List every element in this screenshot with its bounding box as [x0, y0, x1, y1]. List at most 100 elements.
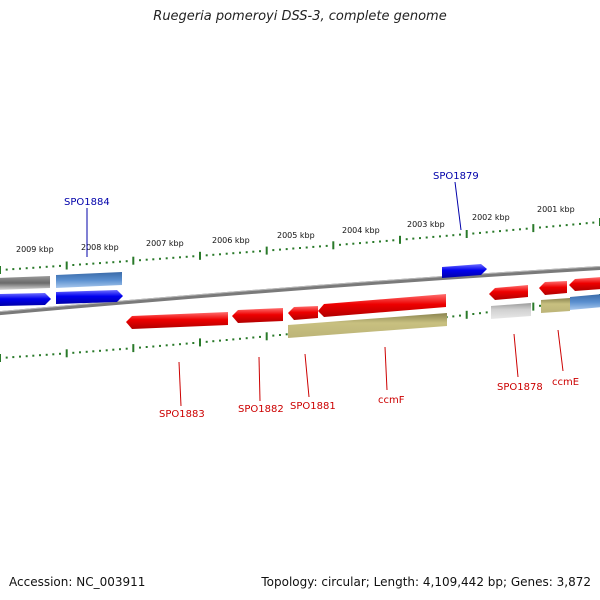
- minor-tick: [105, 349, 108, 352]
- minor-tick: [459, 314, 461, 317]
- minor-tick: [539, 304, 541, 307]
- minor-tick: [112, 348, 115, 351]
- minor-tick: [425, 236, 428, 239]
- minor-tick: [232, 338, 235, 341]
- minor-tick: [259, 335, 261, 338]
- gene-feature-olive-small[interactable]: [541, 298, 570, 313]
- minor-tick: [205, 254, 208, 257]
- minor-tick: [452, 234, 455, 237]
- minor-tick: [579, 222, 581, 225]
- minor-tick: [212, 340, 215, 343]
- gene-arrow-right-edge[interactable]: [569, 277, 600, 291]
- gene-arrow-ccme[interactable]: [539, 281, 567, 295]
- minor-tick: [165, 344, 168, 347]
- scale-label: 2001 kbp: [537, 205, 575, 214]
- minor-tick: [292, 247, 295, 250]
- gene-arrow-spo1878[interactable]: [489, 285, 528, 300]
- leader-line: [258, 356, 261, 402]
- map-title: Ruegeria pomeroyi DSS-3, complete genome: [153, 9, 447, 24]
- gene-arrow-spo1883[interactable]: [126, 312, 228, 329]
- minor-tick: [279, 248, 281, 251]
- minor-tick: [185, 342, 188, 345]
- gene-label-spo1883[interactable]: SPO1883: [159, 409, 205, 420]
- leader-line: [513, 333, 519, 378]
- gene-feature-light-grey[interactable]: [491, 303, 531, 319]
- minor-tick: [12, 356, 15, 359]
- minor-tick: [252, 336, 255, 339]
- gene-label-spo1878[interactable]: SPO1878: [497, 382, 543, 393]
- major-tick: [65, 349, 68, 358]
- scale-ticks-outer: [0, 218, 600, 274]
- gene-feature-steelblue[interactable]: [56, 272, 122, 288]
- gene-feature-olive[interactable]: [288, 313, 447, 338]
- minor-tick: [359, 242, 361, 245]
- minor-tick: [119, 260, 121, 263]
- gene-arrow-ccmf[interactable]: [318, 294, 446, 317]
- gene-label-spo1879[interactable]: SPO1879: [433, 171, 479, 182]
- minor-tick: [245, 251, 248, 254]
- minor-tick: [325, 244, 328, 247]
- major-tick: [265, 332, 268, 341]
- gene-arrow-spo1881[interactable]: [288, 306, 318, 320]
- minor-tick: [472, 313, 475, 315]
- leader-line: [454, 181, 462, 231]
- gene-arrow-spo1882[interactable]: [232, 308, 283, 323]
- minor-tick: [79, 351, 81, 354]
- gene-feature-steelblue-right[interactable]: [570, 294, 600, 310]
- major-tick: [465, 230, 468, 238]
- gene-label-ccmf[interactable]: ccmF: [378, 395, 405, 406]
- minor-tick: [165, 257, 168, 260]
- minor-tick: [405, 238, 408, 241]
- scale-label: 2008 kbp: [81, 243, 119, 252]
- minor-tick: [225, 252, 228, 255]
- major-tick: [332, 241, 335, 250]
- minor-tick: [85, 350, 88, 353]
- minor-tick: [272, 249, 275, 252]
- minor-tick: [352, 242, 355, 245]
- major-tick: [199, 338, 201, 347]
- genome-summary-text: Topology: circular; Length: 4,109,442 bp…: [261, 575, 591, 589]
- gene-label-spo1882[interactable]: SPO1882: [238, 404, 284, 415]
- minor-tick: [559, 224, 561, 227]
- minor-tick: [99, 262, 101, 265]
- minor-tick: [472, 232, 475, 235]
- major-tick: [132, 256, 135, 265]
- minor-tick: [45, 265, 48, 268]
- minor-tick: [59, 264, 61, 267]
- minor-tick: [205, 340, 208, 343]
- gene-label-spo1881[interactable]: SPO1881: [290, 401, 336, 412]
- gene-arrow-spo1879[interactable]: [442, 264, 487, 278]
- minor-tick: [219, 339, 221, 342]
- inner-track: [126, 277, 600, 338]
- minor-tick: [285, 333, 288, 336]
- gene-label-spo1884[interactable]: SPO1884: [64, 197, 110, 208]
- leader-line: [178, 361, 182, 407]
- gene-arrow-forward[interactable]: [0, 293, 51, 306]
- minor-tick: [572, 223, 575, 226]
- minor-tick: [32, 354, 35, 357]
- leader-line: [384, 346, 388, 391]
- gene-arrow-spo1884[interactable]: [56, 290, 123, 304]
- minor-tick: [519, 228, 521, 231]
- gene-feature-grey[interactable]: [0, 276, 50, 290]
- minor-tick: [252, 250, 255, 253]
- minor-tick: [219, 253, 221, 256]
- minor-tick: [192, 255, 195, 258]
- minor-tick: [179, 256, 181, 259]
- minor-tick: [99, 349, 101, 352]
- minor-tick: [492, 230, 495, 233]
- minor-tick: [345, 243, 348, 246]
- minor-tick: [432, 235, 435, 238]
- major-tick: [465, 310, 468, 319]
- minor-tick: [552, 225, 555, 228]
- gene-label-ccme[interactable]: ccmE: [552, 377, 579, 388]
- minor-tick: [239, 337, 241, 340]
- gene-labels: SPO1884 SPO1879 SPO1883 SPO1882 SPO1881 …: [64, 171, 579, 420]
- minor-tick: [79, 263, 81, 266]
- minor-tick: [592, 221, 595, 224]
- minor-tick: [52, 265, 55, 268]
- minor-tick: [39, 354, 41, 357]
- minor-tick: [545, 225, 548, 228]
- scale-label: 2002 kbp: [472, 213, 510, 222]
